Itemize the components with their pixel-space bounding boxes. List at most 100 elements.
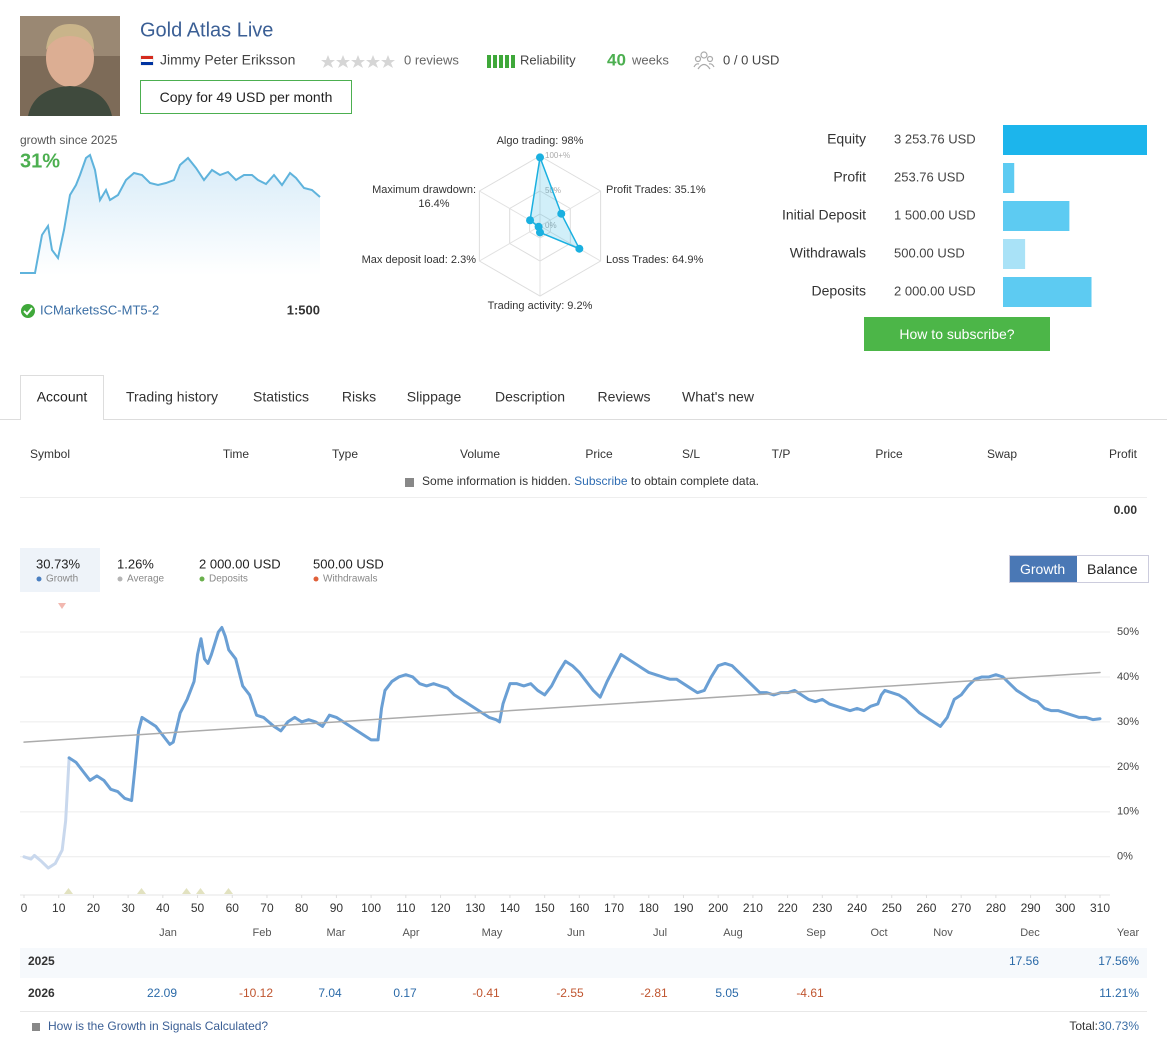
summary-value: 500.00 USD [313,556,384,571]
x-tick-label: 80 [295,901,309,915]
summary-value: 2 000.00 USD [199,556,281,571]
verified-icon [21,304,35,318]
radar-point [557,209,566,218]
month-label: Apr [402,927,419,939]
x-tick-label: 260 [916,901,936,915]
year-return: 17.56% [1098,954,1139,968]
x-tick-label: 220 [778,901,798,915]
x-tick-label: 10 [52,901,66,915]
x-tick-label: 110 [396,901,415,915]
footer-link[interactable]: How is the Growth in Signals Calculated? [48,1019,268,1033]
lock-icon [405,478,414,487]
column-header: Time [223,447,250,461]
x-tick-label: 120 [431,901,451,915]
radar-spoke [479,225,541,262]
radar-point [534,222,543,231]
column-header: T/P [772,447,791,461]
x-tick-label: 250 [882,901,902,915]
month-return: -2.55 [556,986,584,1000]
summary-label: Average [127,574,165,585]
x-tick-label: 130 [465,901,485,915]
y-tick-label: 40% [1117,671,1139,683]
tab[interactable]: Risks [342,389,376,405]
x-tick-label: 230 [812,901,832,915]
radar-label: Algo trading: 98% [497,135,584,147]
summary-dot [36,576,42,582]
month-return: 5.05 [715,986,739,1000]
x-tick-label: 100 [361,901,381,915]
tab[interactable]: Trading history [126,389,218,405]
x-tick-label: 190 [673,901,693,915]
growth-value: 31% [20,150,60,172]
radar-point [575,244,584,253]
radar-label: Profit Trades: 35.1% [606,184,706,196]
tab[interactable]: Slippage [407,389,462,405]
summary-value: 30.73% [36,556,81,571]
growth-label: growth since 2025 [20,133,118,147]
x-tick-label: 0 [21,901,28,915]
month-label: Feb [253,927,272,939]
stat-label: Withdrawals [790,245,866,261]
column-header: Symbol [30,447,70,461]
radar-tick-label: 0% [545,221,557,230]
x-tick-label: 210 [743,901,763,915]
signal-title: Gold Atlas Live [140,19,273,41]
toggle-button[interactable]: Balance [1077,556,1148,582]
reliability-bars [487,55,515,68]
radar-point [536,153,544,162]
month-return: -4.61 [796,986,824,1000]
avatar [20,16,120,116]
month-return: 0.17 [393,986,417,1000]
tab[interactable]: Account [37,389,88,405]
radar-label: Maximum drawdown: 16.4% [372,184,476,210]
stat-value: 500.00 USD [894,245,965,260]
growth-sparkline [20,153,321,275]
tab[interactable]: Reviews [598,389,651,405]
month-label: Year [1117,927,1140,939]
toggle-button[interactable]: Growth [1010,556,1077,582]
copy-button[interactable]: Copy for 49 USD per month [140,80,352,114]
stat-value: 3 253.76 USD [894,131,976,146]
x-tick-label: 310 [1090,901,1110,915]
summary-dot [313,576,319,582]
x-tick-label: 300 [1055,901,1075,915]
radar-spoke [539,225,601,262]
month-label: Aug [723,927,743,939]
month-label: Jun [567,927,585,939]
month-return: -0.41 [472,986,500,1000]
stat-bar [1003,163,1015,193]
subscribers-icon [693,51,715,70]
stat-label: Equity [827,131,866,147]
stat-label: Profit [833,169,866,185]
notice-link[interactable]: Subscribe [574,474,628,488]
table-total: 0.00 [1114,503,1138,517]
x-tick-label: 170 [604,901,624,915]
reliability: Reliability [520,52,576,67]
summary-label: Growth [46,574,78,585]
summary-label: Withdrawals [323,574,377,585]
subscribers: 0 / 0 USD [723,52,779,67]
y-tick-label: 30% [1117,716,1139,728]
weeks-count: 40 [607,50,626,69]
deposit-markers [64,888,233,894]
tab[interactable]: Description [495,389,565,405]
x-tick-label: 180 [639,901,659,915]
tab[interactable]: Statistics [253,389,309,405]
subscribe-button[interactable]: How to subscribe? [864,317,1050,351]
stat-label: Deposits [812,283,866,299]
month-return: -10.12 [239,986,273,1000]
x-tick-label: 50 [191,901,205,915]
x-tick-label: 90 [330,901,344,915]
growth-line [67,625,1102,803]
radar-label: Max deposit load: 2.3% [362,254,477,266]
stat-bar [1003,277,1092,307]
year-return: 11.21% [1099,986,1139,1000]
stat-value: 1 500.00 USD [894,207,976,222]
tab[interactable]: What's new [682,389,755,405]
month-label: Nov [933,927,953,939]
row-bg [20,948,1147,978]
month-label: May [482,927,503,939]
radar-tick-label: 100+% [545,151,570,160]
column-header: Type [332,447,358,461]
